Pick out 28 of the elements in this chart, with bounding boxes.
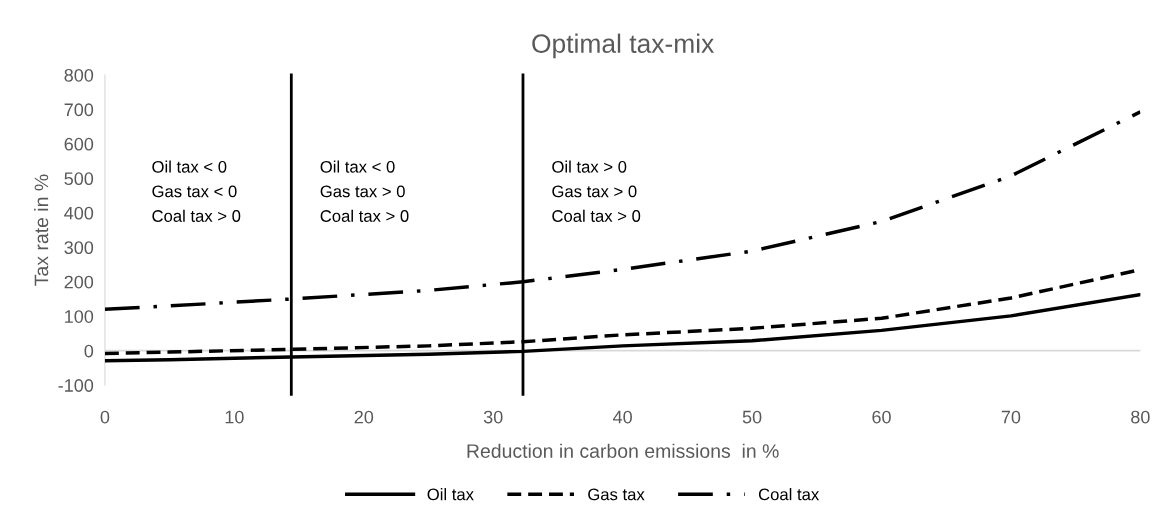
y-tick-label: 700 xyxy=(64,103,94,117)
x-tick-label: 60 xyxy=(872,410,891,424)
y-tick-label: 500 xyxy=(64,172,94,186)
x-tick-label: 50 xyxy=(742,410,762,424)
legend-label: Gas tax xyxy=(588,488,645,501)
y-tick-label: -100 xyxy=(58,379,94,392)
y-tick-label: 400 xyxy=(64,206,94,220)
annotation: Oil tax > 0 Gas tax > 0 Coal tax > 0 xyxy=(552,160,641,222)
y-axis-title: Tax rate in % xyxy=(34,174,49,286)
chart-title: Optimal tax-mix xyxy=(532,33,714,59)
y-tick-label: 100 xyxy=(65,310,94,323)
y-tick-label: 300 xyxy=(64,241,94,255)
annotation: Oil tax < 0 Gas tax > 0 Coal tax > 0 xyxy=(320,160,409,222)
x-tick-label: 10 xyxy=(225,410,244,424)
y-tick-label: 200 xyxy=(64,275,94,289)
x-tick-label: 70 xyxy=(1001,410,1021,424)
y-tick-label: 800 xyxy=(64,68,94,82)
x-tick-label: 30 xyxy=(483,410,503,424)
annotation: Oil tax < 0 Gas tax < 0 Coal tax > 0 xyxy=(152,160,241,222)
legend-label: Oil tax xyxy=(427,488,474,501)
x-axis-title: Reduction in carbon emissions in % xyxy=(467,443,779,458)
x-tick-label: 20 xyxy=(354,410,374,424)
y-tick-label: 600 xyxy=(64,137,94,151)
legend-label: Coal tax xyxy=(758,488,820,501)
y-tick-label: 0 xyxy=(84,344,94,358)
x-tick-label: 80 xyxy=(1131,410,1150,424)
x-tick-label: 0 xyxy=(100,410,110,424)
x-tick-label: 40 xyxy=(613,410,632,424)
